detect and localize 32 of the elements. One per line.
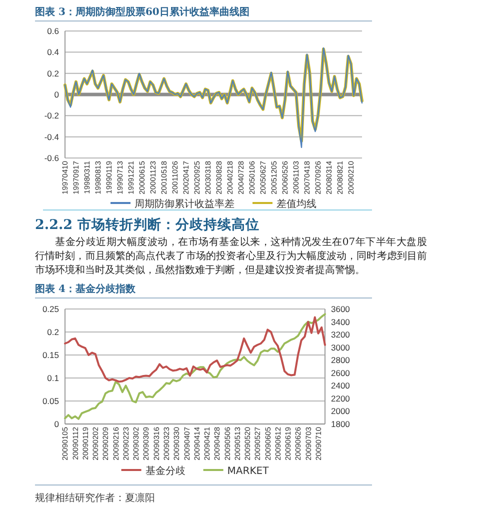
y-tick-label: 0 [54, 90, 60, 100]
y2-tick-label: 1800 [331, 419, 350, 429]
y2-tick-label: 2800 [331, 355, 350, 366]
text: 规律相结研究作者：夏凛阳 [35, 492, 155, 504]
y-tick-label: -0.4 [44, 132, 60, 142]
chart-title: 图表 4：基金分歧指数 [35, 283, 136, 295]
y2-tick-label: 2000 [331, 406, 350, 416]
text: 基金分歧近期大幅度波动，在市场有基金以来，这种情况发生在07年下半年大盘股行情时刻，而且频繁的高点代表了市场的投资者心里及行为大幅度波动，同时考虑到目前市场环境和当时及其类似，虽然指数难于判断，但是建议投资者提高警惕。 [35, 236, 427, 278]
y-tick-label: 0.1 [47, 373, 60, 383]
y-tick-label: 0.4 [47, 47, 60, 58]
legend-label: 基金分歧 [145, 465, 186, 477]
y-tick-label: 0 [54, 419, 60, 429]
y-tick-label: 0.05 [42, 396, 60, 406]
legend-label: 差值均线 [276, 198, 316, 210]
y2-tick-label: 2600 [331, 368, 350, 378]
y-tick-label: -0.6 [44, 153, 60, 163]
chart-title: 图表 3：周期防御型股票60日累计收益率曲线图 [35, 6, 250, 18]
y-tick-label: 0.2 [47, 68, 60, 78]
y-tick-label: 0.15 [42, 350, 60, 360]
y-tick-label: 0.2 [47, 327, 60, 337]
y-tick-label: 0.6 [47, 26, 60, 36]
y2-tick-label: 2200 [331, 393, 350, 404]
legend-label: MARKET [227, 466, 270, 477]
y2-tick-label: 3600 [331, 304, 350, 314]
y2-tick-label: 3400 [331, 316, 350, 327]
y2-tick-label: 3000 [331, 342, 350, 352]
legend-label: 周期防御累计收益率差 [134, 198, 234, 210]
y2-tick-label: 3200 [331, 330, 350, 340]
y2-tick-label: 2400 [331, 380, 350, 391]
y-tick-label: -0.2 [44, 110, 60, 121]
text: 2.2.2 市场转折判断：分歧持续高位 [35, 217, 260, 234]
y-tick-label: 0.25 [42, 304, 60, 314]
